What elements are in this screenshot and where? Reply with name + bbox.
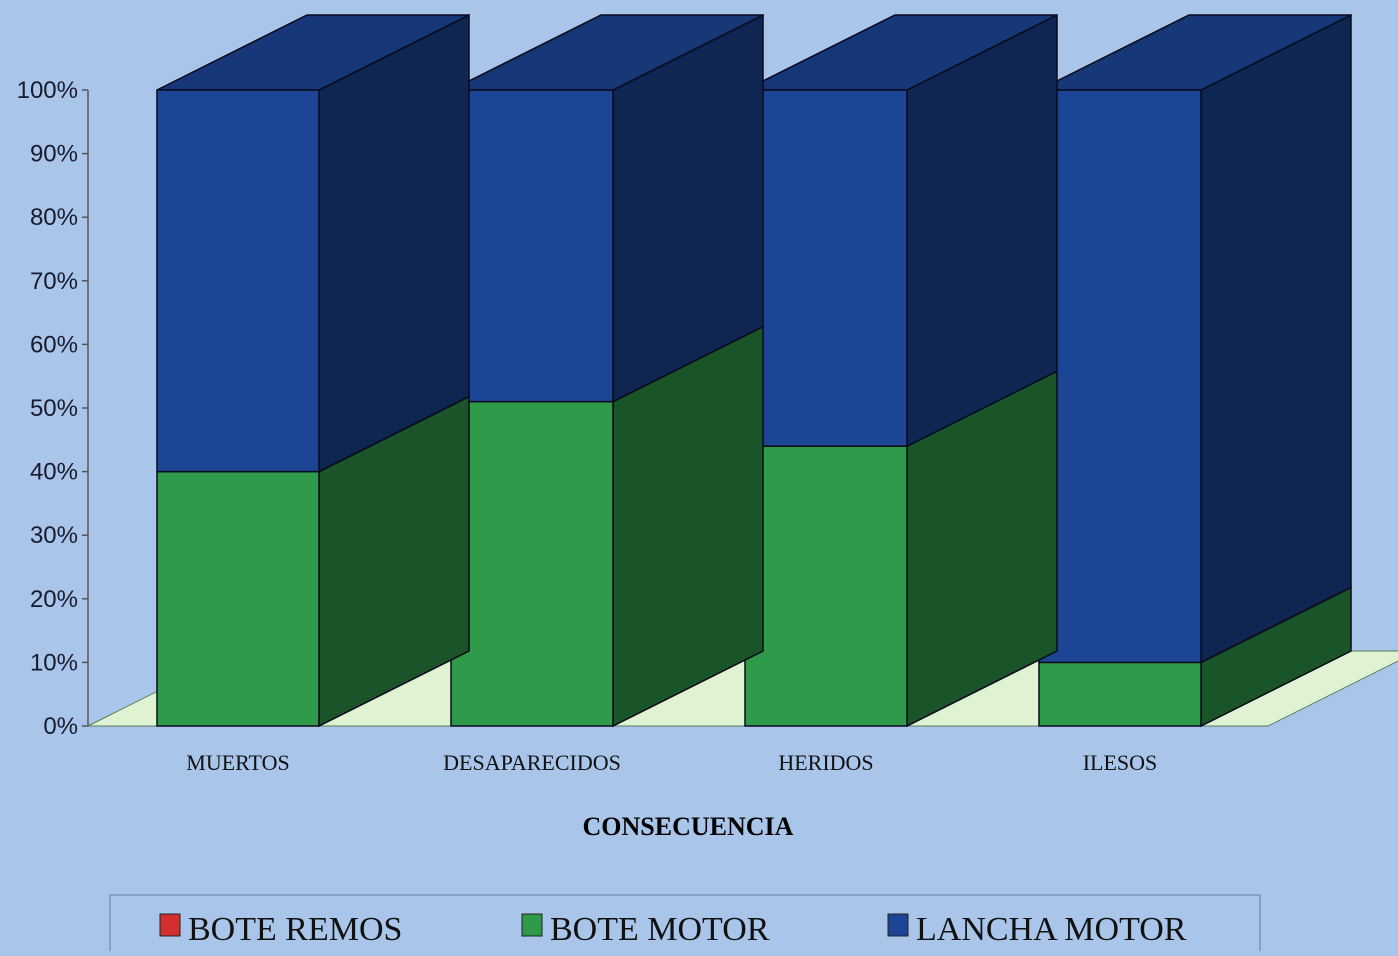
y-tick-label: 40%: [30, 459, 78, 486]
y-tick-label: 60%: [30, 331, 78, 358]
x-axis-categories: MUERTOS DESAPARECIDOS HERIDOS ILESOS: [186, 750, 1157, 775]
bar-segment-lancha-motor: [744, 13, 1058, 448]
y-tick-label: 30%: [30, 522, 78, 549]
legend-box: [109, 894, 1261, 956]
bar-front-face: [1038, 661, 1202, 727]
legend-swatch: [159, 913, 181, 937]
bars: [156, 13, 1352, 728]
bar-front-face: [1038, 89, 1202, 664]
legend-swatch: [521, 913, 543, 937]
x-category-label: ILESOS: [1083, 750, 1158, 775]
x-category-label: MUERTOS: [186, 750, 289, 775]
y-tick-label: 80%: [30, 204, 78, 231]
y-tick-label: 50%: [30, 395, 78, 422]
y-axis: 0% 10% 20% 30% 40% 50% 60% 70% 80% 90% 100%: [17, 77, 89, 740]
bar-segment-lancha-motor: [450, 13, 764, 403]
y-tick-label: 0%: [43, 713, 78, 740]
y-tick-label: 10%: [30, 649, 78, 676]
bar-front-face: [156, 470, 320, 727]
legend-swatch: [887, 913, 909, 937]
bar-segment-lancha-motor: [1038, 13, 1352, 664]
legend-label: LANCHA MOTOR: [916, 911, 1187, 948]
bar-front-face: [450, 400, 614, 727]
legend-label: BOTE MOTOR: [550, 911, 770, 948]
bar-front-face: [156, 89, 320, 473]
bar-front-face: [744, 445, 908, 727]
bar-side-face: [318, 13, 470, 473]
bar-segment-lancha-motor: [156, 13, 470, 473]
x-category-label: HERIDOS: [778, 750, 873, 775]
x-axis-title: CONSECUENCIA: [583, 812, 794, 841]
y-tick-label: 100%: [17, 77, 78, 104]
bar-front-face: [744, 89, 908, 447]
y-tick-label: 20%: [30, 586, 78, 613]
bar-side-face: [1200, 13, 1352, 664]
bar-front-face: [450, 89, 614, 403]
bar-side-face: [906, 13, 1058, 448]
y-tick-label: 90%: [30, 141, 78, 168]
y-tick-label: 70%: [30, 268, 78, 295]
legend: BOTE REMOS BOTE MOTOR LANCHA MOTOR: [109, 894, 1261, 956]
legend-label: BOTE REMOS: [188, 911, 402, 948]
x-category-label: DESAPARECIDOS: [443, 750, 621, 775]
